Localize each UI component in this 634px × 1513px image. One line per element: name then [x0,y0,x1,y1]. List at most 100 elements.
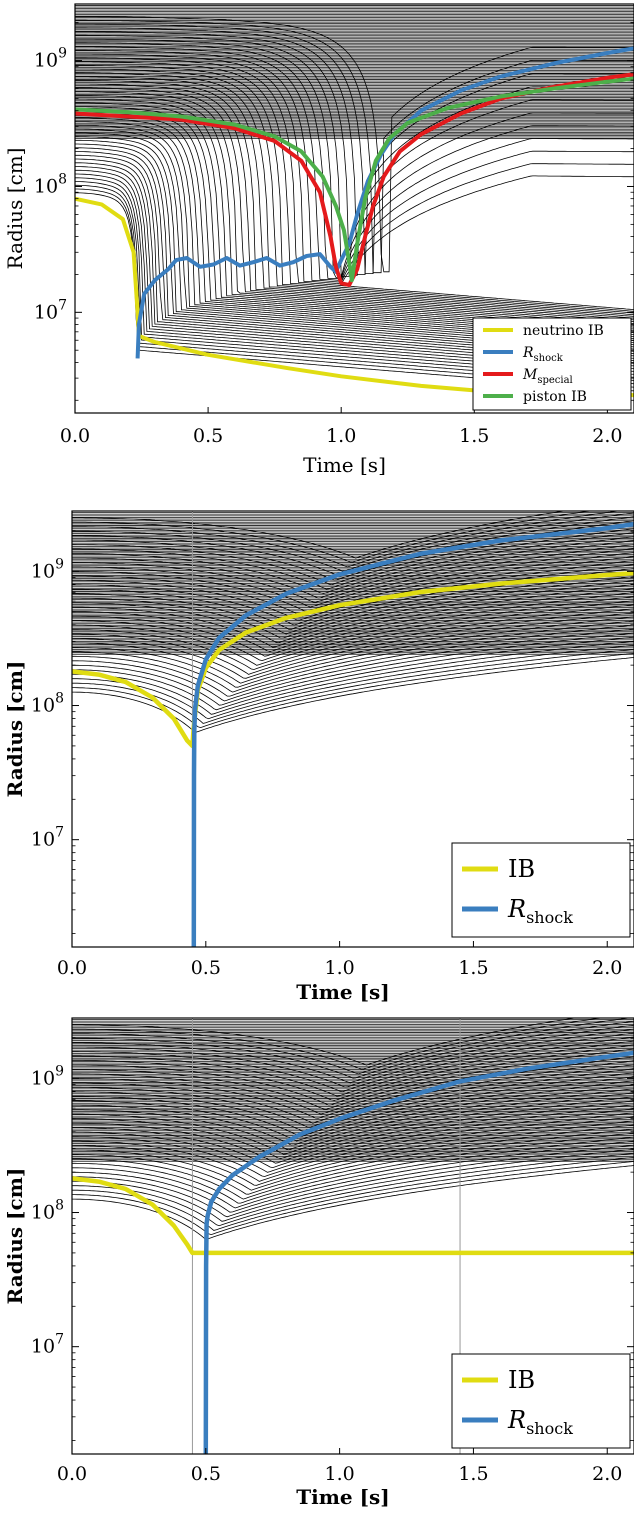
mass-shell-line [72,1116,634,1186]
x-tick-label: 1.0 [326,425,356,447]
legend: neutrino IB Rshock Mspecial piston IB [472,317,632,411]
mass-shell-line [75,94,634,328]
mass-shell-line [72,1096,634,1164]
mass-shell-line [72,1024,634,1084]
mass-shell-line [72,584,634,653]
x-tick-label: 0.0 [57,957,87,979]
mass-shell-line [72,1144,634,1218]
mass-shell-line [75,38,634,278]
mass-shell-line [75,83,634,323]
mass-shell-line [75,87,634,324]
legend-label: Mspecial [522,367,573,386]
mass-shell-line [72,1028,634,1088]
mass-shell-line [72,596,634,666]
mass-shell-line [72,604,634,675]
y-tick-label: 107 [34,297,67,323]
axes-frame [71,510,634,948]
mass-shell-line [72,648,634,724]
mass-shell-line [72,1092,634,1160]
axes-frame [74,3,634,414]
mass-shell-line [72,1132,634,1204]
series-line-r-shock [203,1050,634,1454]
plot-area [75,4,634,398]
legend-label: piston IB [523,389,587,405]
y-tick-label: 108 [31,1198,64,1224]
series-line-r-shock [191,521,634,947]
y-axis-label: Radius [cm] [3,148,27,270]
mass-shell-line [72,1136,634,1209]
mass-shell-line [72,1152,634,1227]
mass-shell-line [75,76,634,319]
mass-shell-line [72,1044,634,1106]
mass-shell-line [72,544,634,608]
mass-shell-line [72,1040,634,1102]
mass-shell-line [72,528,634,590]
mass-shell-line [72,512,634,572]
mass-shell-line [72,620,634,693]
mass-shell-line [72,1112,634,1182]
mass-shell-line [72,1080,634,1146]
legend: IB Rshock [451,1353,631,1449]
series-line-ib [72,570,634,749]
mass-shell-line [72,636,634,711]
plot-area [72,1018,634,1454]
mass-shell-line [72,1060,634,1124]
mass-shell-line [72,600,634,670]
legend-box [451,842,631,938]
y-tick-label: 107 [31,1332,64,1358]
mass-shell-line [75,57,634,310]
mass-shell-line [72,536,634,599]
mass-shell-line [72,560,634,626]
mass-shell-line [72,624,634,697]
mass-shell-line [72,1018,578,1066]
mass-shell-line [72,511,621,568]
mass-shell-line [72,1056,634,1119]
mass-shell-line [75,79,634,321]
x-tick-label: 0.5 [191,957,221,979]
x-tick-label: 0.5 [191,1463,221,1485]
chart-panel-3: 0.0 0.5 1.0 1.5 2.0 107 108 109 Time [s] Radius [… [3,1017,634,1509]
x-tick-label: 1.5 [458,957,488,979]
mass-shell-line [72,608,634,679]
x-tick-label: 2.0 [592,425,622,447]
x-axis-label: Time [s] [296,1485,390,1509]
mass-shell-line [75,68,634,316]
mass-shell-line [72,1140,634,1213]
x-axis-label: Time [s] [303,453,386,477]
mass-shell-line [72,532,634,595]
mass-shell-line [72,640,634,715]
series-line-piston-ib [75,76,634,283]
mass-shell-line [75,23,634,274]
mass-shell-line [72,548,634,612]
mass-shell-line [75,27,634,275]
mass-shell-lines [72,1018,634,1240]
x-axis-label: Time [s] [296,980,390,1004]
mass-shell-line [72,657,634,733]
mass-shell-line [75,42,634,280]
mass-shell-line [72,576,634,644]
mass-shell-line [72,511,593,563]
mass-shell-line [72,653,634,729]
mass-shell-line [75,61,634,312]
mass-shell-line [72,1036,634,1097]
y-tick-label: 109 [31,1063,64,1089]
mass-shell-line [72,1148,634,1222]
legend-label: Rshock [507,1406,573,1438]
mass-shell-line [72,1068,634,1133]
mass-shell-line [72,572,634,639]
mass-shell-line [72,628,634,702]
mass-shell-band [72,1018,634,1162]
legend-label: neutrino IB [523,323,604,339]
series-line-neutrino-ib [75,196,634,398]
mass-shell-line [72,540,634,603]
legend-label: IB [508,855,535,883]
mass-shell-line [72,1157,634,1231]
mass-shell-line [75,49,634,283]
mass-shell-line [72,612,634,684]
legend: IB Rshock [451,842,631,938]
mass-shell-line [72,644,634,720]
chart-panel-1: 0.0 0.5 1.0 1.5 2.0 107 108 109 Time [s] Radius [… [3,3,634,477]
y-tick-label: 107 [31,825,64,851]
mass-shell-line [72,616,634,688]
